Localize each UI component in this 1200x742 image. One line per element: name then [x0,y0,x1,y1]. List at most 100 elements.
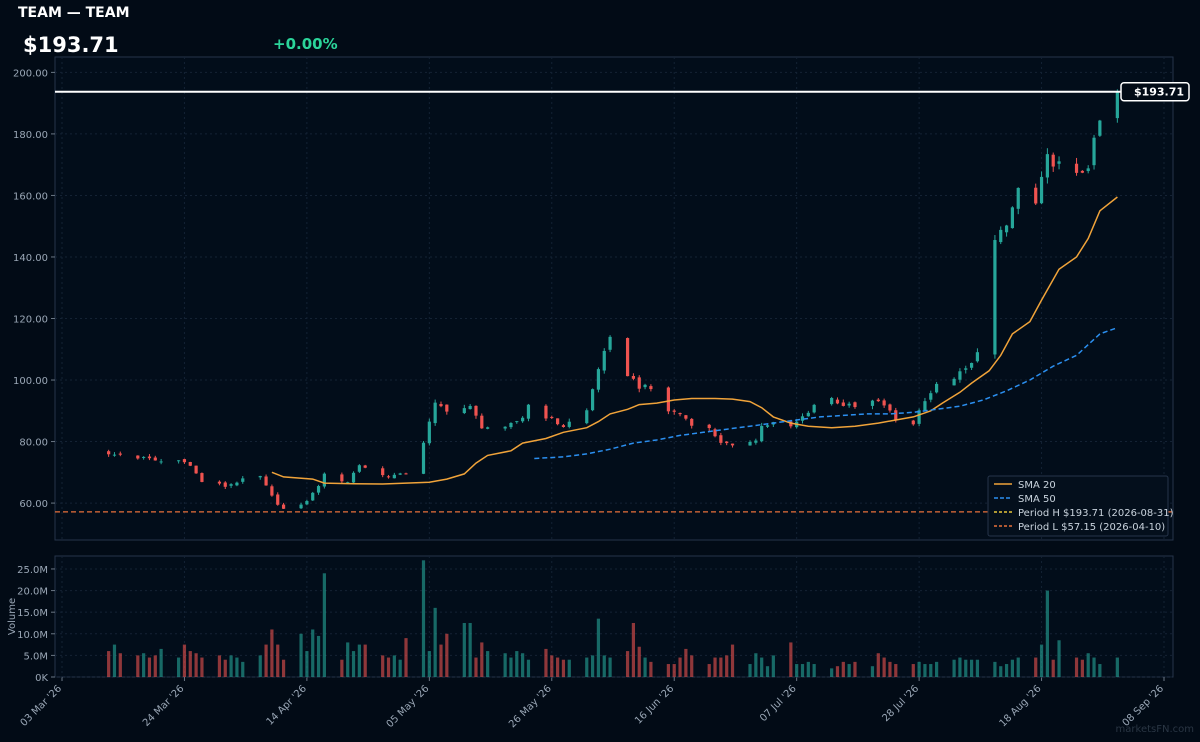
volume-bar [421,560,426,677]
candle-body [684,415,688,419]
volume-bar [631,622,636,677]
volume-bar [1051,659,1055,677]
candle-body [392,474,396,479]
volume-tick-label: 0K [35,673,48,684]
candle-body [381,468,385,476]
candle-body [643,384,647,388]
candle-body [421,442,426,474]
candle-body [322,473,326,487]
candle-body [608,336,612,350]
candle-body [958,371,962,380]
candle-body [351,472,356,483]
candle-body [1092,137,1096,166]
volume-bar [515,651,519,677]
volume-bar [235,657,239,677]
volume-bar [1115,657,1119,677]
candle-body [1051,154,1055,167]
candle-body [480,415,484,429]
candle-body [118,453,122,455]
volume-bar [381,655,385,677]
volume-bar [812,664,816,677]
volume-bar [480,642,484,677]
candle-body [800,416,805,421]
price-panel [54,56,1174,541]
volume-bar [1080,659,1084,677]
volume-bar [107,651,111,677]
candle-body [1039,176,1044,204]
candle-body [812,404,816,413]
volume-bar [147,657,152,677]
volume-bar [789,642,793,677]
volume-bar [684,648,688,677]
candle-body [969,362,974,368]
candle-body [264,476,268,486]
candle-body [515,421,519,423]
volume-bar [526,659,531,677]
candle-body [200,473,204,482]
volume-bar [765,666,770,677]
x-tick-label: 16 Jun '26 [633,683,676,726]
legend-entry: Period H $193.71 (2026-08-31) [1018,508,1174,519]
volume-bar [258,655,262,677]
volume-bar [1034,657,1038,677]
volume-bar [182,644,187,677]
candle-body [462,408,466,414]
candle-body [550,416,554,418]
volume-bar [748,664,752,677]
volume-bar [386,657,391,677]
volume-bar [445,633,449,677]
candle-body [596,369,601,390]
volume-bar [340,659,344,677]
candle-body [876,399,880,402]
volume-bar [281,659,286,677]
current-price: $193.71 [23,33,119,57]
volume-bar [911,664,915,677]
candle-body [1086,168,1090,172]
candle-body [585,410,589,424]
candle-body [719,435,723,443]
candle-body [830,398,834,405]
candle-body [241,478,245,482]
volume-bar [999,666,1003,677]
volume-tick-label: 15.0M [17,608,48,619]
volume-bar [958,657,962,677]
volume-bar [730,644,735,677]
candle-body [147,456,152,459]
volume-bar [952,659,956,677]
volume-bar [934,661,939,677]
volume-bar [112,644,117,677]
candle-body [217,481,222,484]
candle-body [486,427,490,429]
chart-title: TEAM — TEAM [18,5,130,21]
current-price-label: $193.71 [1134,86,1184,99]
candle-body [299,504,303,509]
candle-body [1016,187,1020,209]
volume-bar [241,661,245,677]
volume-bar [1016,657,1020,677]
legend-entry: SMA 50 [1018,494,1056,505]
candle-body [993,240,997,355]
candle-body [870,400,875,406]
candle-body [637,377,641,389]
volume-bar [596,618,601,677]
sma20-line [271,196,1118,485]
volume-bar [363,644,367,677]
candle-body [748,441,752,446]
candle-body [112,454,117,456]
volume-bar [217,655,222,677]
price-tick-label: 180.00 [13,130,48,141]
candle-body [521,417,525,422]
candle-body [678,413,682,415]
candle-body [567,421,571,427]
candle-body [276,494,280,505]
volume-bar [841,661,845,677]
volume-bar [649,661,653,677]
candle-body [894,410,898,421]
candle-body [999,229,1003,243]
candle-body [934,383,939,393]
volume-bar [194,653,198,677]
volume-bar [550,655,554,677]
volume-bar [567,659,571,677]
x-tick-label: 24 Mar '26 [141,683,187,729]
candle-body [882,400,886,406]
